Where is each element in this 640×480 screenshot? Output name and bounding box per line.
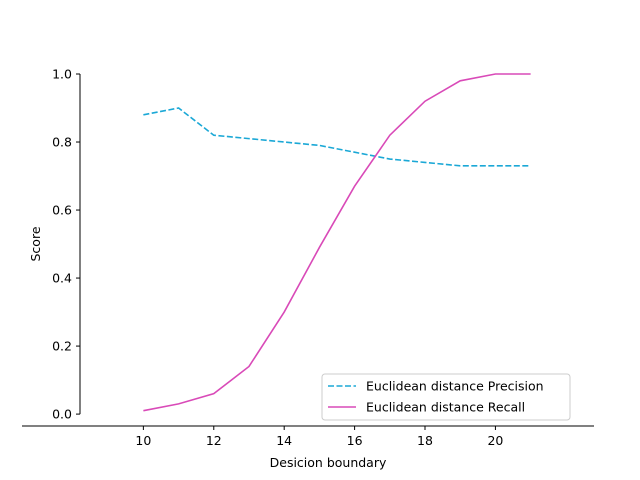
x-axis-label: Desicion boundary xyxy=(270,455,387,470)
legend-label: Euclidean distance Recall xyxy=(366,400,525,415)
y-tick-label: 1.0 xyxy=(52,67,72,82)
x-tick-label: 10 xyxy=(135,433,151,448)
x-tick-label: 12 xyxy=(206,433,222,448)
x-tick-label: 14 xyxy=(276,433,292,448)
y-tick-label: 0.6 xyxy=(52,203,72,218)
series-line-precision xyxy=(143,107,531,167)
x-ticks: 10 12 14 16 18 20 xyxy=(135,426,503,448)
y-tick-label: 0.0 xyxy=(52,407,72,422)
x-tick-label: 16 xyxy=(347,433,363,448)
legend: Euclidean distance Precision Euclidean di… xyxy=(321,373,571,421)
y-tick-label: 0.4 xyxy=(52,271,72,286)
y-ticks: 0.0 0.2 0.4 0.6 0.8 1.0 xyxy=(52,67,80,422)
x-tick-label: 18 xyxy=(417,433,433,448)
y-tick-label: 0.8 xyxy=(52,135,72,150)
axes xyxy=(22,74,594,427)
series-line-recall xyxy=(143,73,531,412)
legend-label: Euclidean distance Precision xyxy=(366,379,544,394)
x-tick-label: 20 xyxy=(487,433,503,448)
y-tick-label: 0.2 xyxy=(52,339,72,354)
legend-box xyxy=(321,373,571,421)
series-layer xyxy=(143,73,531,412)
y-axis-label: Score xyxy=(28,226,43,261)
